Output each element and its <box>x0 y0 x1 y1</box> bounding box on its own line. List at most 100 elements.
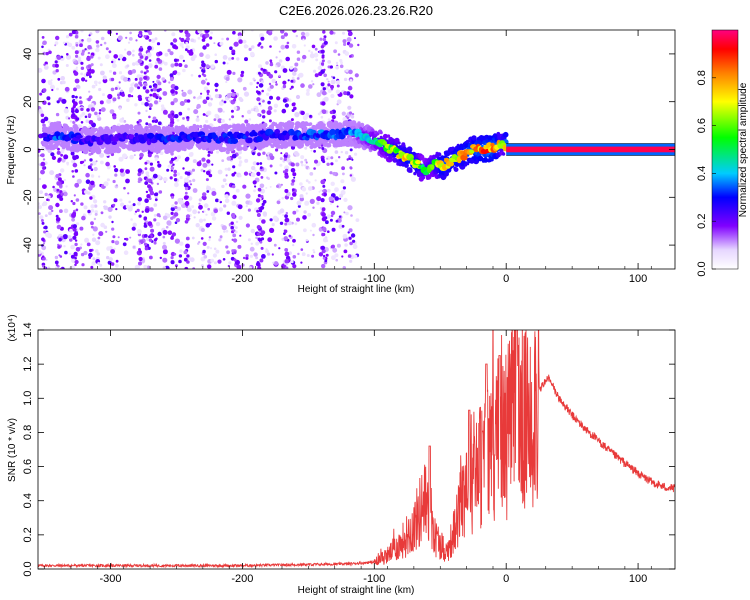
noise-streak-speck <box>148 103 153 108</box>
noise-speck <box>236 264 242 269</box>
noise-streak-speck <box>348 155 352 158</box>
noise-speck <box>248 47 252 52</box>
y-tick-label: 1.4 <box>22 322 34 337</box>
noise-speck <box>48 211 52 216</box>
ridge-halo <box>250 145 255 150</box>
noise-streak-speck <box>233 251 237 255</box>
noise-streak-speck <box>112 203 116 207</box>
noise-speck <box>170 63 175 68</box>
noise-streak-speck <box>55 214 59 218</box>
noise-speck <box>38 67 43 73</box>
noise-speck <box>95 30 100 34</box>
noise-speck <box>176 172 180 176</box>
noise-streak-speck <box>184 186 189 191</box>
noise-speck <box>83 250 88 256</box>
noise-streak-speck <box>139 157 142 160</box>
noise-speck <box>83 159 87 162</box>
noise-speck <box>280 152 283 155</box>
noise-streak-speck <box>170 260 175 265</box>
noise-speck <box>271 78 276 84</box>
noise-speck <box>271 223 275 227</box>
noise-streak-speck <box>71 30 76 35</box>
noise-streak-speck <box>284 259 289 264</box>
noise-streak-speck <box>89 196 93 200</box>
noise-speck <box>203 218 206 222</box>
noise-speck <box>156 42 161 46</box>
noise-speck <box>319 37 323 41</box>
noise-speck <box>126 50 132 56</box>
noise-streak-speck <box>284 222 288 226</box>
noise-speck <box>354 37 356 40</box>
noise-streak-speck <box>257 232 261 237</box>
noise-streak-speck <box>74 259 79 265</box>
noise-speck <box>153 203 158 207</box>
noise-speck <box>47 266 51 269</box>
noise-speck <box>221 37 224 41</box>
noise-streak-speck <box>232 71 236 75</box>
noise-streak-speck <box>56 55 62 60</box>
noise-speck <box>290 118 294 122</box>
noise-speck <box>299 182 303 186</box>
noise-speck <box>179 42 184 47</box>
noise-streak-speck <box>148 187 153 193</box>
noise-speck <box>267 100 271 105</box>
noise-speck <box>275 65 278 68</box>
noise-speck <box>214 94 219 99</box>
noise-speck <box>294 112 300 118</box>
noise-streak-speck <box>43 230 47 234</box>
noise-streak-speck <box>58 237 62 242</box>
noise-speck <box>344 243 348 247</box>
noise-streak-speck <box>81 215 86 221</box>
noise-speck <box>241 115 244 118</box>
noise-speck <box>95 83 98 87</box>
noise-speck <box>279 209 285 214</box>
noise-speck <box>198 218 204 223</box>
noise-streak-speck <box>170 166 174 170</box>
noise-streak-speck <box>81 39 84 42</box>
noise-speck <box>320 189 323 192</box>
noise-streak-speck <box>170 256 174 260</box>
noise-streak-speck <box>169 176 173 180</box>
noise-streak-speck <box>71 170 74 173</box>
noise-speck <box>205 54 211 60</box>
noise-speck <box>167 164 171 168</box>
snr-axes: -300 -200 -100 0 100 0.0 0.2 0.4 0.6 0.8 1.0 1.2 1.4 <box>22 322 676 585</box>
noise-speck <box>354 152 358 156</box>
noise-speck <box>280 35 285 40</box>
noise-streak-speck <box>290 145 296 150</box>
noise-streak-speck <box>148 85 152 89</box>
noise-streak-speck <box>75 208 79 212</box>
noise-streak-speck <box>285 56 291 62</box>
noise-speck <box>255 256 259 260</box>
noise-speck <box>208 238 211 242</box>
noise-streak-speck <box>259 258 264 263</box>
noise-speck <box>69 238 73 242</box>
noise-speck <box>274 171 278 175</box>
noise-streak-speck <box>156 182 160 186</box>
noise-streak-speck <box>329 30 334 35</box>
noise-speck <box>265 249 269 254</box>
noise-speck <box>334 187 339 193</box>
noise-streak-speck <box>80 121 84 124</box>
noise-streak-speck <box>331 227 336 232</box>
noise-speck <box>114 87 118 90</box>
noise-streak-speck <box>143 71 147 75</box>
noise-speck <box>202 162 208 168</box>
noise-speck <box>178 259 182 264</box>
noise-speck <box>267 252 271 256</box>
noise-speck <box>278 198 281 201</box>
noise-speck <box>278 247 281 250</box>
noise-speck <box>310 149 313 152</box>
noise-speck <box>92 257 96 261</box>
noise-speck <box>282 214 285 217</box>
snr-y-multiplier: (x10⁴) <box>7 314 18 341</box>
noise-speck <box>290 260 294 264</box>
noise-streak-speck <box>79 43 83 47</box>
noise-streak-speck <box>170 101 175 106</box>
noise-speck <box>266 110 272 116</box>
noise-streak-speck <box>256 81 260 85</box>
noise-streak-speck <box>139 250 142 253</box>
noise-streak-speck <box>74 50 79 55</box>
noise-speck <box>108 257 113 262</box>
noise-speck <box>312 83 315 86</box>
